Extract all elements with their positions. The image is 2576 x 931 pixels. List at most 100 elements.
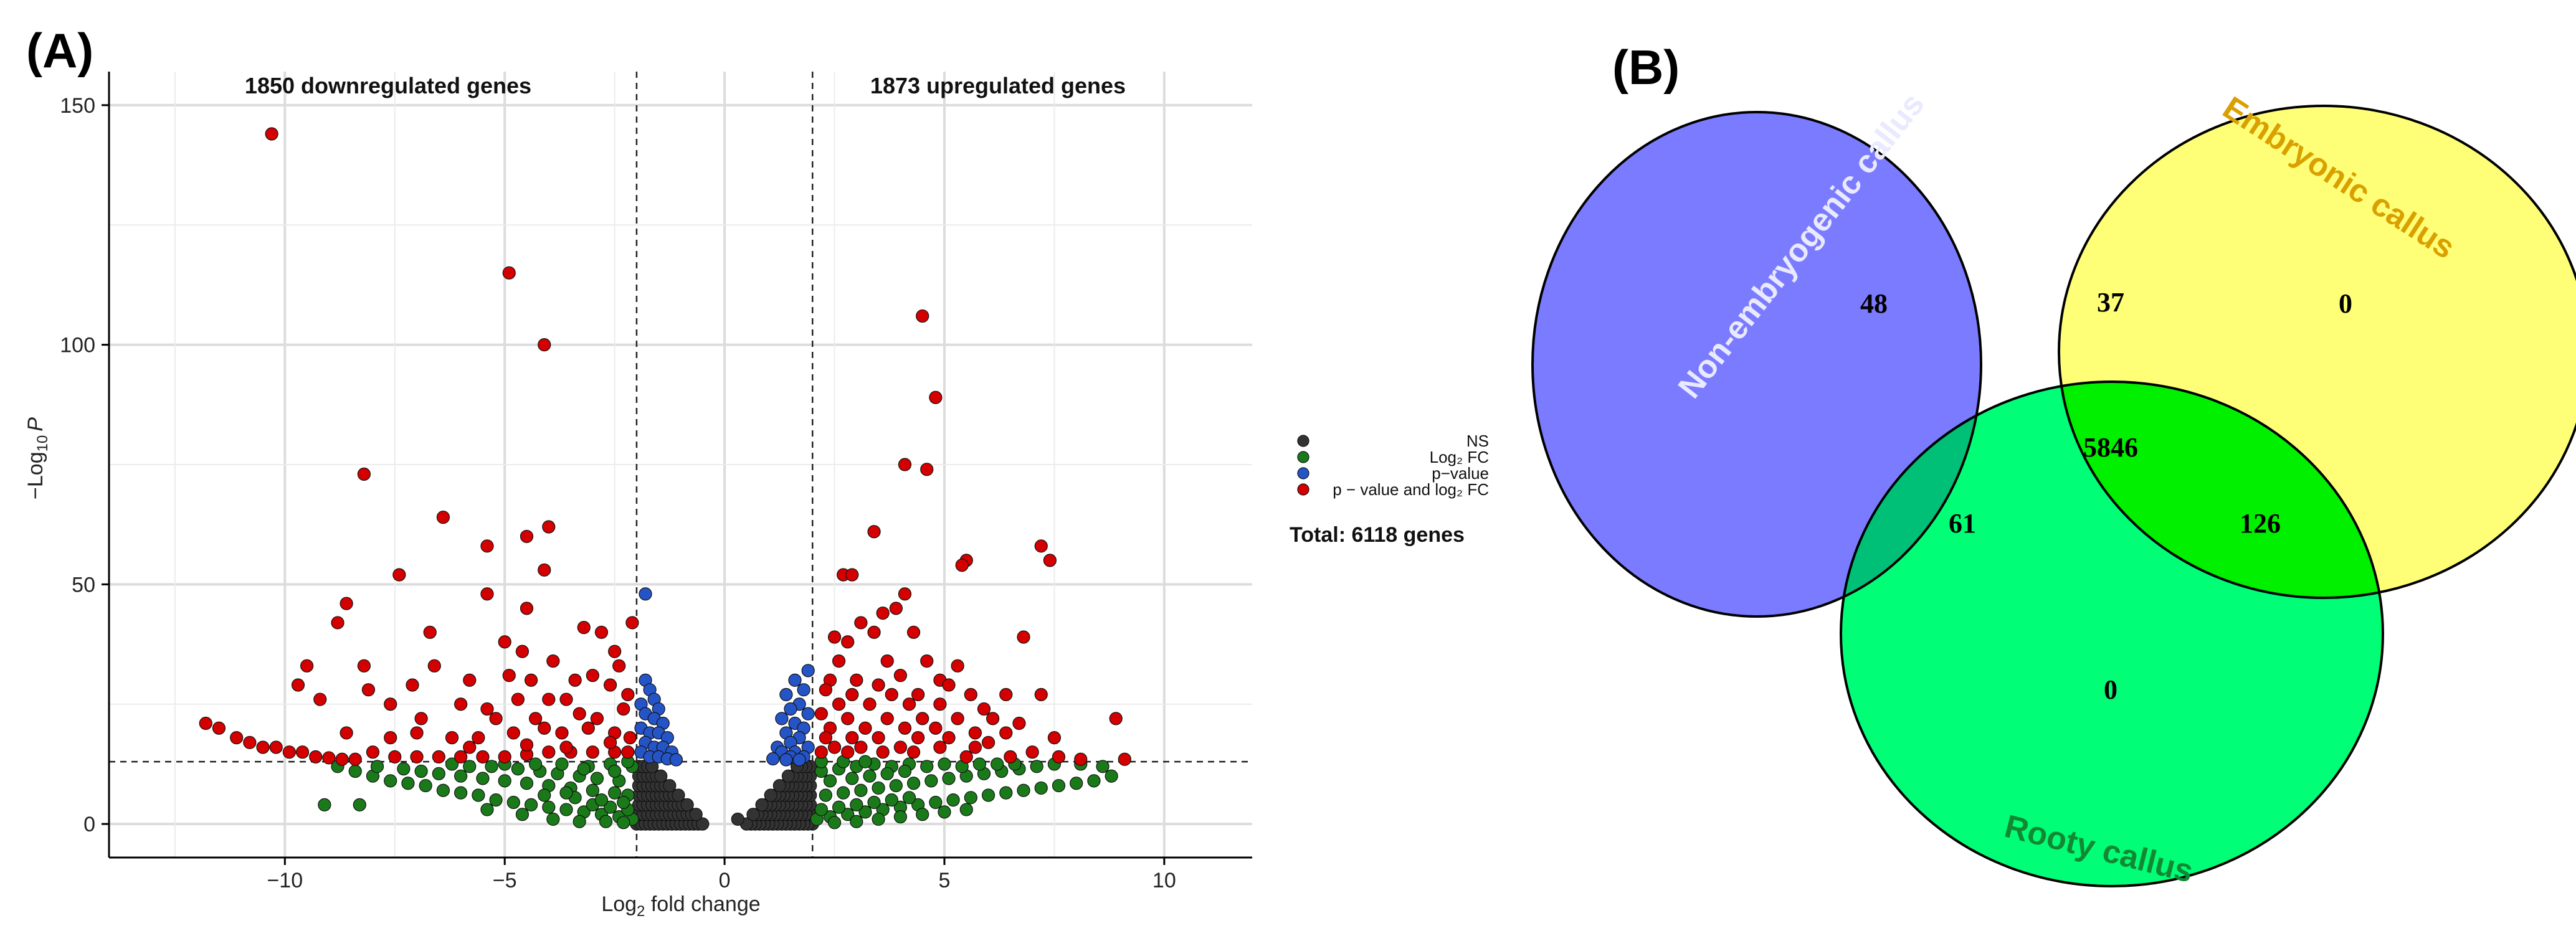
data-point (885, 793, 898, 807)
data-point (792, 753, 806, 767)
data-point (256, 740, 270, 754)
data-point (295, 745, 310, 759)
data-point (568, 673, 582, 687)
data-point (538, 338, 551, 352)
data-point (617, 816, 630, 829)
data-point (916, 712, 929, 725)
data-point (1109, 712, 1123, 725)
data-point (689, 808, 703, 821)
data-point (410, 726, 424, 740)
data-point (573, 707, 586, 721)
data-point (801, 707, 815, 721)
y-axis-title: −Log10 P (24, 417, 51, 499)
legend-key (1297, 467, 1309, 480)
data-point (972, 757, 987, 771)
legend-label: p − value and log₂ FC (1333, 480, 1489, 499)
data-point (906, 745, 921, 759)
data-point (357, 659, 371, 673)
data-point (959, 803, 973, 816)
volcano-plot: −10 −5 0 5 10 0 50 100 150 1850 downregulated g… (24, 72, 1489, 920)
data-point (489, 793, 503, 807)
data-point (419, 778, 432, 793)
data-point (542, 745, 556, 759)
data-point (893, 668, 907, 683)
data-point (291, 678, 305, 692)
data-point (845, 772, 859, 785)
data-point (269, 740, 283, 754)
data-point (617, 702, 630, 716)
panel-a-label: (A) (26, 23, 93, 78)
x-tick-label: −10 (267, 869, 303, 892)
data-point (300, 659, 314, 673)
data-point (432, 767, 445, 780)
data-point (212, 721, 226, 735)
data-point (920, 463, 934, 476)
data-point (524, 798, 538, 811)
data-point (528, 757, 543, 771)
data-point (880, 654, 894, 668)
data-point (454, 697, 468, 711)
data-point (639, 587, 652, 601)
data-point (454, 769, 468, 783)
data-point (603, 678, 617, 692)
data-point (445, 757, 459, 771)
data-point (528, 712, 543, 725)
x-axis-title: Log2 fold change (601, 892, 760, 920)
venn-count-non-embryogenic-rooty: 61 (1949, 508, 1976, 539)
data-point (230, 731, 244, 745)
data-point (850, 815, 863, 828)
data-point (1004, 750, 1017, 764)
data-point (1052, 750, 1066, 764)
data-point (832, 654, 846, 668)
data-point (485, 760, 498, 773)
data-point (955, 558, 969, 572)
data-point (845, 568, 859, 582)
data-point (1030, 760, 1043, 773)
data-point (841, 712, 855, 725)
legend-label: Log₂ FC (1430, 448, 1489, 466)
data-point (348, 752, 362, 766)
data-point (680, 798, 694, 811)
data-point (538, 721, 551, 735)
data-point (814, 803, 828, 816)
data-point (867, 795, 881, 810)
data-point (827, 740, 842, 754)
data-point (867, 525, 881, 539)
data-point (331, 616, 345, 630)
y-axis-title-var: P (24, 417, 47, 432)
data-point (854, 616, 868, 630)
data-point (819, 683, 833, 697)
data-point (370, 760, 384, 773)
data-point (542, 520, 556, 534)
data-point (850, 673, 863, 687)
data-point (977, 702, 991, 716)
data-point (981, 735, 996, 749)
data-point (850, 798, 863, 811)
data-point (397, 762, 411, 776)
data-point (603, 735, 617, 749)
data-point (340, 597, 353, 610)
venn-count-embryonic-rooty: 126 (2240, 508, 2281, 539)
x-tick-label: 5 (939, 869, 951, 892)
data-point (863, 769, 877, 783)
data-point (898, 721, 912, 735)
series-p-value (634, 587, 815, 767)
data-point (898, 458, 912, 471)
data-point (1034, 781, 1048, 795)
data-point (981, 788, 996, 802)
venn-count-only-embryonic: 0 (2339, 288, 2352, 319)
data-point (889, 778, 903, 793)
data-point (502, 668, 516, 683)
data-point (1034, 688, 1048, 701)
legend-key (1297, 435, 1309, 447)
data-point (520, 602, 534, 615)
data-point (353, 798, 366, 811)
data-point (608, 764, 622, 778)
y-axis-title-sub: 10 (34, 435, 51, 452)
data-point (924, 774, 938, 788)
data-point (929, 721, 943, 735)
data-point (454, 786, 468, 800)
data-point (594, 625, 609, 639)
data-point (542, 800, 556, 814)
